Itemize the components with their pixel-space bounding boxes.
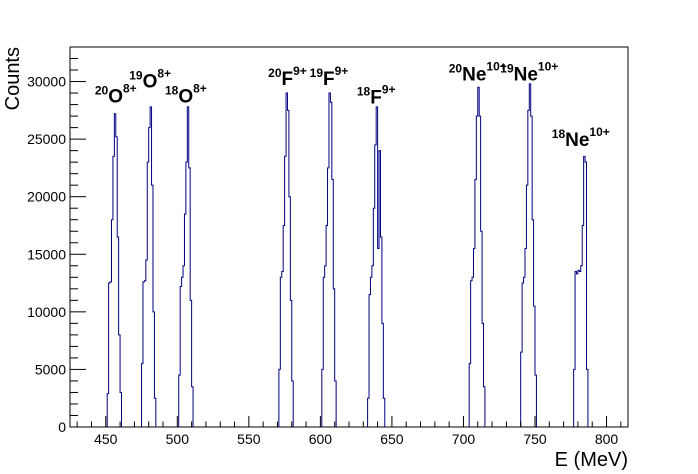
y-tick-label: 10000: [27, 304, 66, 320]
peak-19O-bars: [141, 106, 157, 427]
peak-18F-bars: [367, 106, 386, 427]
y-tick-label: 5000: [35, 361, 66, 377]
peak-18O-bars: [178, 106, 194, 427]
peak-label-20Ne: 20Ne10+: [449, 59, 507, 85]
histogram-series: [106, 83, 589, 427]
x-tick-label: 600: [309, 431, 333, 447]
x-axis-title: E (MeV): [555, 449, 628, 471]
peak-label-18Ne: 18Ne10+: [552, 125, 610, 151]
peak-20F-bars: [278, 92, 294, 427]
x-tick-label: 500: [166, 431, 190, 447]
x-tick-label: 750: [523, 431, 547, 447]
y-tick-label: 15000: [27, 246, 66, 262]
x-tick-label: 700: [452, 431, 476, 447]
x-tick-label: 450: [94, 431, 118, 447]
peak-label-20O: 20O8+: [95, 81, 137, 107]
peak-20Ne-bars: [468, 86, 486, 427]
peak-label-18O: 18O8+: [165, 81, 207, 107]
peak-19F-bars: [321, 92, 337, 427]
peak-20O-bars: [106, 113, 123, 427]
y-tick-label: 25000: [27, 131, 66, 147]
peak-label-19Ne: 19Ne10+: [500, 59, 558, 85]
y-tick-label: 30000: [27, 74, 66, 90]
x-axis: 450 500 550 600 650 700 750 800: [76, 416, 622, 447]
peak-label-18F: 18F9+: [357, 82, 396, 108]
y-tick-label: 20000: [27, 189, 66, 205]
peak-annotations: 20O8+19O8+18O8+ 20F9+ 19F9+ 18F9+ 20Ne10+19N…: [95, 59, 610, 151]
peak-19Ne-bars: [520, 83, 537, 427]
x-tick-label: 550: [237, 431, 261, 447]
x-tick-label: 650: [380, 431, 404, 447]
peak-18Ne-bars: [573, 155, 589, 427]
peak-label-20F: 20F9+: [268, 64, 307, 90]
peak-label-19F: 19F9+: [310, 64, 349, 90]
y-axis: 0 5000 10000 15000 20000 25000 30000: [27, 46, 86, 435]
x-tick-label: 800: [595, 431, 619, 447]
y-tick-label: 0: [58, 419, 66, 435]
y-axis-title: Counts: [2, 47, 24, 110]
peak-label-19O: 19O8+: [129, 66, 171, 92]
